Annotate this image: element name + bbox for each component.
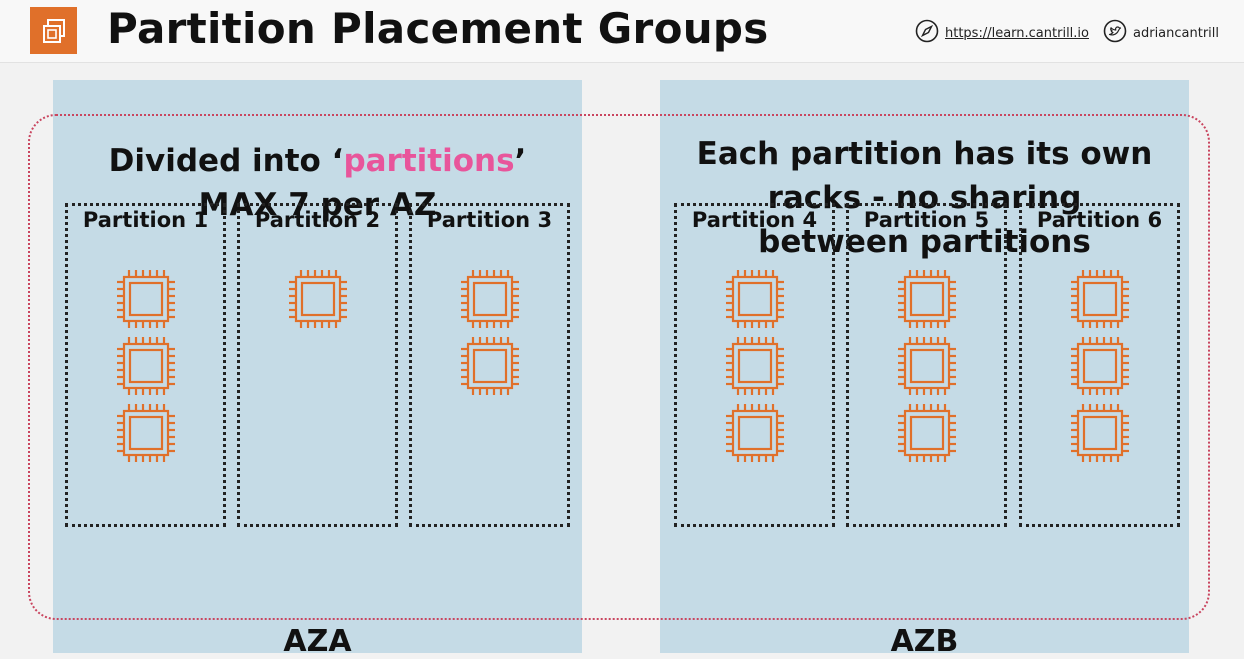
ec2-logo-icon: [30, 7, 77, 54]
ec2-instance-chip-icon: [896, 402, 958, 464]
twitter-handle[interactable]: adriancantrill: [1133, 25, 1220, 41]
ec2-instance-chip-icon: [724, 335, 786, 397]
partitions-highlight: partitions: [343, 143, 515, 179]
partition-box: Partition 4: [674, 203, 835, 527]
az-b-line-1: Each partition has its own: [696, 136, 1153, 172]
partition-label: Partition 2: [254, 208, 381, 232]
partition-box: Partition 2: [237, 203, 398, 527]
ec2-instance-chip-icon: [459, 268, 521, 330]
page-title: Partition Placement Groups: [107, 4, 769, 53]
az-b-label: AZB: [890, 624, 959, 659]
partition-label: Partition 1: [82, 208, 209, 232]
header: Partition Placement Groups https://learn…: [0, 0, 1244, 63]
ec2-instance-chip-icon: [287, 268, 349, 330]
partition-box: Partition 1: [65, 203, 226, 527]
az-b-line-2: racks - no sharing: [767, 180, 1082, 216]
az-a-line-1: Divided into ‘partitions’: [108, 143, 527, 179]
az-a-label: AZA: [283, 624, 352, 659]
ec2-instance-chip-icon: [724, 402, 786, 464]
availability-zone-b: Each partition has its own racks - no sh…: [660, 80, 1189, 659]
partition-label: Partition 3: [426, 208, 553, 232]
ec2-instance-chip-icon: [724, 268, 786, 330]
partition-box: Partition 6: [1019, 203, 1180, 527]
ec2-instance-chip-icon: [1069, 268, 1131, 330]
partition-box: Partition 3: [409, 203, 570, 527]
compass-icon: [915, 19, 939, 47]
partition-label: Partition 6: [1036, 208, 1163, 232]
ec2-instance-chip-icon: [459, 335, 521, 397]
partition-label: Partition 5: [863, 208, 990, 232]
placement-group-outline: [28, 114, 1210, 620]
twitter-link[interactable]: adriancantrill: [1103, 19, 1219, 47]
ec2-instance-chip-icon: [1069, 335, 1131, 397]
twitter-icon: [1103, 19, 1127, 47]
az-b-line-3: between partitions: [758, 224, 1091, 260]
partition-label: Partition 4: [691, 208, 818, 232]
ec2-instance-chip-icon: [1069, 402, 1131, 464]
partition-box: Partition 5: [846, 203, 1007, 527]
ec2-instance-chip-icon: [896, 335, 958, 397]
website-url[interactable]: https://learn.cantrill.io: [945, 25, 1089, 41]
ec2-instance-chip-icon: [115, 335, 177, 397]
az-b-description: Each partition has its own racks - no sh…: [660, 132, 1189, 264]
ec2-instance-chip-icon: [896, 268, 958, 330]
website-link[interactable]: https://learn.cantrill.io: [915, 19, 1089, 47]
ec2-instance-chip-icon: [115, 268, 177, 330]
ec2-instance-chip-icon: [115, 402, 177, 464]
